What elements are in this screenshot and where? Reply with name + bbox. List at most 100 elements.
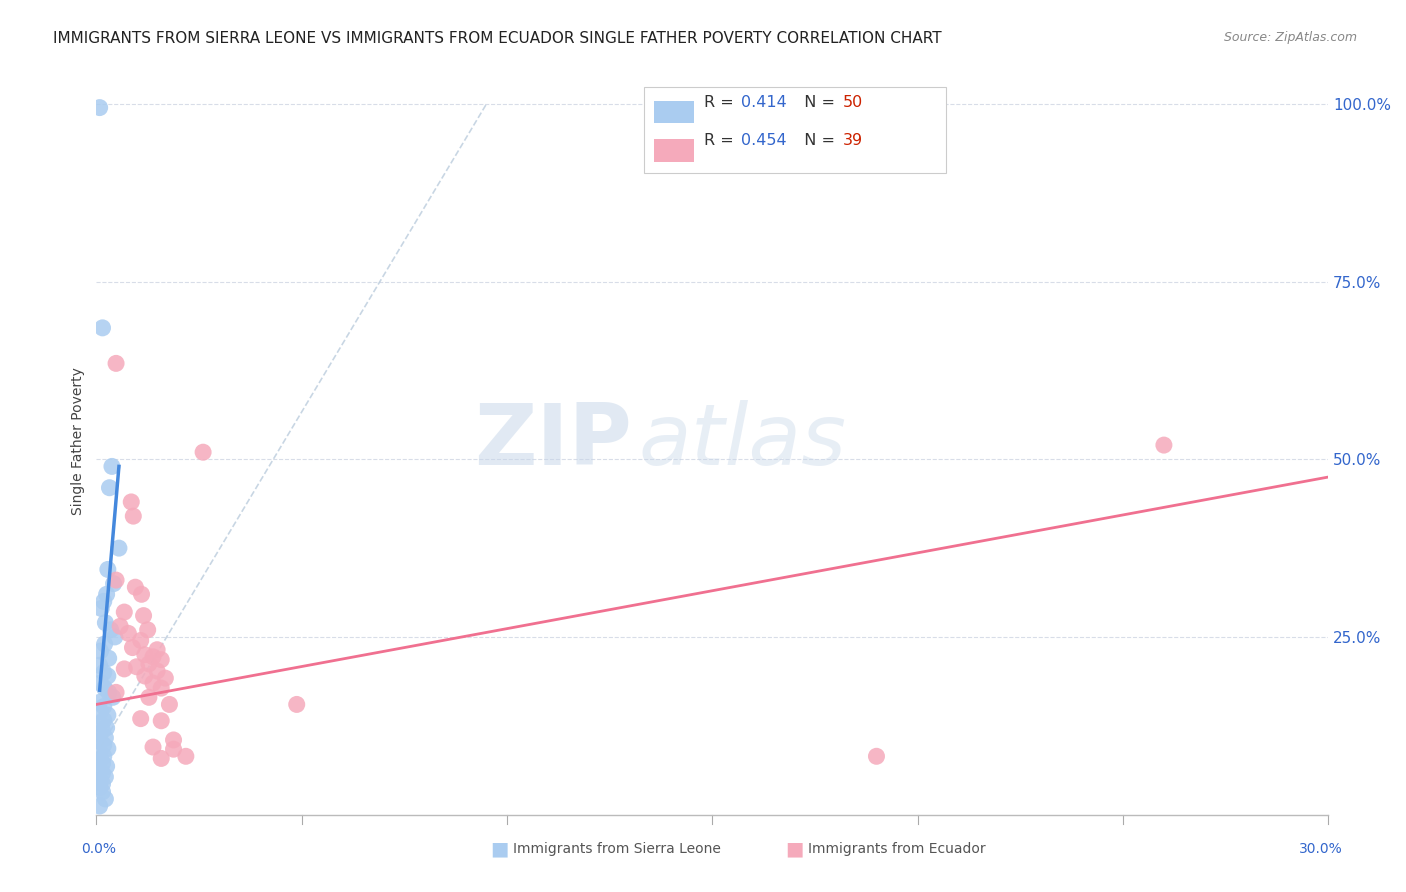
Text: ZIP: ZIP <box>474 400 633 483</box>
Point <box>150 714 173 728</box>
Point <box>89 658 111 673</box>
Point <box>91 766 114 780</box>
Point <box>91 321 114 335</box>
Text: 39: 39 <box>842 134 863 148</box>
Text: atlas: atlas <box>638 400 846 483</box>
Point <box>89 101 111 115</box>
Point <box>89 799 111 814</box>
Point <box>89 705 111 719</box>
Text: IMMIGRANTS FROM SIERRA LEONE VS IMMIGRANTS FROM ECUADOR SINGLE FATHER POVERTY CO: IMMIGRANTS FROM SIERRA LEONE VS IMMIGRAN… <box>53 31 942 46</box>
Point <box>98 481 121 495</box>
Point <box>93 665 115 680</box>
Point <box>105 685 128 699</box>
Point <box>89 644 111 658</box>
Point <box>93 637 115 651</box>
Point <box>93 681 115 695</box>
Point <box>191 445 214 459</box>
Point <box>142 740 165 755</box>
Point <box>134 669 156 683</box>
Point <box>97 669 120 683</box>
Point <box>94 792 117 806</box>
Point <box>150 681 173 695</box>
Point <box>91 785 114 799</box>
Point <box>93 713 115 727</box>
Point <box>117 626 139 640</box>
Point <box>89 773 111 788</box>
Text: 0.0%: 0.0% <box>82 842 117 856</box>
Text: 50: 50 <box>842 95 863 110</box>
Point <box>89 734 111 748</box>
Text: R =: R = <box>703 95 738 110</box>
Text: 30.0%: 30.0% <box>1299 842 1343 856</box>
Point <box>97 708 120 723</box>
Point <box>93 738 115 752</box>
Point <box>124 580 146 594</box>
FancyBboxPatch shape <box>654 101 693 123</box>
Text: N =: N = <box>793 134 839 148</box>
Point <box>122 509 145 524</box>
Point <box>103 576 125 591</box>
Point <box>129 712 152 726</box>
Text: Source: ZipAtlas.com: Source: ZipAtlas.com <box>1223 31 1357 45</box>
Point <box>112 662 135 676</box>
Point <box>131 587 153 601</box>
Point <box>89 764 111 778</box>
Point <box>90 601 112 615</box>
Point <box>155 671 177 685</box>
Point <box>91 756 114 771</box>
Point <box>108 541 131 555</box>
Point <box>159 698 181 712</box>
Point <box>100 623 122 637</box>
Point <box>136 623 159 637</box>
Point <box>96 721 118 735</box>
Point <box>97 685 120 699</box>
Point <box>121 640 143 655</box>
Point <box>97 562 120 576</box>
Point <box>138 690 160 705</box>
Point <box>174 749 197 764</box>
Text: ■: ■ <box>785 839 804 859</box>
Point <box>91 723 114 738</box>
Point <box>94 615 117 630</box>
Point <box>134 648 156 662</box>
Point <box>91 777 114 791</box>
Point <box>89 780 111 795</box>
Point <box>129 633 152 648</box>
Point <box>96 587 118 601</box>
FancyBboxPatch shape <box>644 87 946 173</box>
Point <box>89 727 111 741</box>
Point <box>150 751 173 765</box>
Point <box>93 594 115 608</box>
Point <box>94 731 117 745</box>
Text: 0.454: 0.454 <box>741 134 786 148</box>
Point <box>120 495 142 509</box>
Point <box>125 660 148 674</box>
Point <box>89 676 111 690</box>
Point <box>112 605 135 619</box>
Point <box>108 619 131 633</box>
Point <box>101 690 124 705</box>
Point <box>162 733 184 747</box>
Point <box>93 749 115 764</box>
Point <box>142 649 165 664</box>
Text: N =: N = <box>793 95 839 110</box>
Point <box>150 653 173 667</box>
Point <box>104 630 127 644</box>
Point <box>1153 438 1175 452</box>
Text: Immigrants from Sierra Leone: Immigrants from Sierra Leone <box>513 842 721 856</box>
Point <box>93 699 115 714</box>
Point <box>96 759 118 773</box>
Point <box>89 752 111 766</box>
Point <box>105 356 128 370</box>
Point <box>89 745 111 759</box>
Point <box>142 676 165 690</box>
Text: Immigrants from Ecuador: Immigrants from Ecuador <box>808 842 986 856</box>
Point <box>105 573 128 587</box>
Point <box>146 642 169 657</box>
Point <box>94 770 117 784</box>
Point <box>285 698 308 712</box>
Point <box>162 742 184 756</box>
Point <box>865 749 887 764</box>
Point <box>97 741 120 756</box>
Point <box>132 608 155 623</box>
